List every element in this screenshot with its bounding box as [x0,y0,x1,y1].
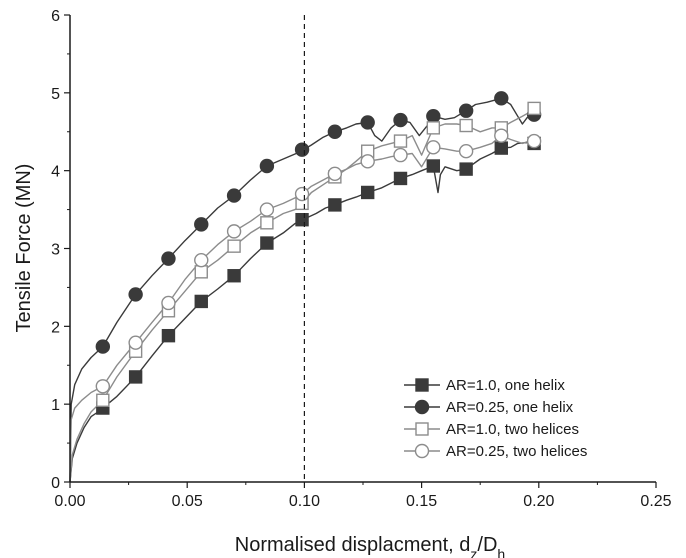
data-point [426,108,441,124]
data-point [494,141,508,155]
legend-marker [414,399,430,415]
legend-label: AR=0.25, two helices [446,443,587,460]
data-point [295,213,309,227]
data-point [161,251,176,266]
x-axis-title-sub2: h [497,546,505,558]
data-point [426,159,441,173]
x-tick-label: 0.05 [172,493,203,510]
y-tick-label: 0 [51,475,60,492]
data-point [328,198,342,212]
x-axis-title: Normalised displacment, dz/Dh [235,534,505,558]
data-point [260,216,274,230]
data-point [459,162,473,176]
data-point [194,265,208,279]
data-point [227,269,241,283]
data-point [327,124,343,139]
legend-marker [415,422,429,436]
plot-markers [95,91,542,415]
data-point [161,295,176,311]
data-point [95,339,111,354]
data-point [393,112,408,128]
data-point [393,171,408,186]
data-point [95,379,111,394]
x-axis-title-sub1: z [470,546,477,558]
data-point [128,370,143,384]
data-point [294,142,310,157]
data-point [360,185,375,200]
data-point [527,101,541,116]
data-point [494,91,509,106]
y-tick-label: 2 [51,319,60,336]
data-point [194,294,208,309]
data-point [194,217,209,232]
legend-label: AR=0.25, one helix [446,399,574,416]
y-tick-label: 3 [51,242,60,259]
data-point [458,144,474,159]
legend-marker [414,443,430,459]
y-tick-label: 6 [51,8,60,25]
data-point [259,202,275,217]
x-tick-label: 0.15 [406,493,437,510]
legend-marker [415,378,429,392]
x-tick-label: 0.10 [289,493,320,510]
data-point [459,118,473,133]
data-point [194,252,209,268]
data-point [227,239,241,253]
data-point [458,103,474,118]
x-axis-title-main: Normalised displacment, d [235,534,471,556]
y-tick-label: 1 [51,397,60,414]
data-point [259,158,275,174]
data-point [426,121,441,135]
data-point [96,393,110,407]
legend: AR=1.0, one helix AR=0.25, one helix AR=1.… [404,377,587,460]
data-point [260,236,274,250]
data-point [526,133,542,149]
x-axis-title-mid: /D [477,534,497,556]
data-point [327,166,343,181]
ticks: 0.00 0.05 0.10 0.15 0.20 0.25 0 1 2 3 4 5 6 [51,8,672,510]
data-point [294,186,310,202]
y-tick-label: 5 [51,86,60,103]
data-point [226,188,242,203]
legend-label: AR=1.0, two helices [446,421,579,438]
data-point [128,287,143,302]
data-point [360,154,375,169]
data-point [494,128,509,143]
y-axis-title: Tensile Force (MN) [13,164,35,333]
y-tick-label: 4 [51,164,60,181]
x-tick-label: 0.25 [640,493,671,510]
data-point [360,115,375,130]
data-point [393,134,408,148]
data-point [393,147,408,163]
x-tick-label: 0.20 [523,493,554,510]
data-point [426,140,441,155]
data-point [128,335,143,350]
x-tick-label: 0.00 [54,493,85,510]
legend-label: AR=1.0, one helix [446,377,565,394]
data-point [226,224,242,239]
data-point [161,328,176,343]
